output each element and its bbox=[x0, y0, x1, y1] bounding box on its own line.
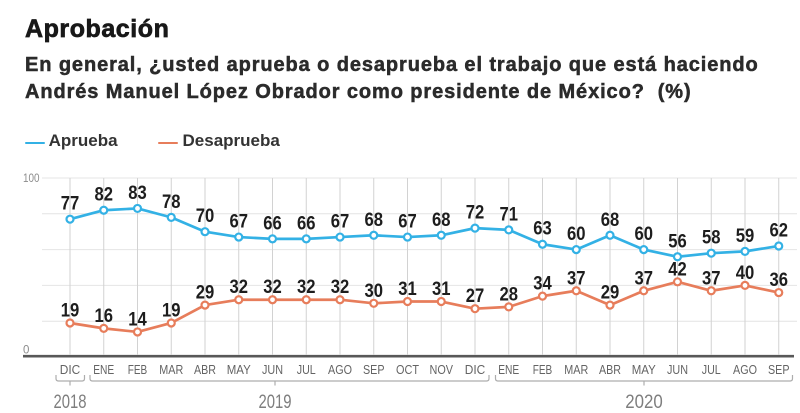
svg-text:67: 67 bbox=[230, 212, 249, 233]
svg-text:31: 31 bbox=[432, 279, 451, 300]
svg-text:31: 31 bbox=[398, 279, 417, 300]
svg-text:ENE: ENE bbox=[93, 362, 114, 377]
svg-text:100: 100 bbox=[23, 173, 40, 185]
svg-text:ABR: ABR bbox=[194, 362, 216, 377]
svg-text:16: 16 bbox=[95, 306, 114, 327]
svg-text:30: 30 bbox=[365, 281, 384, 302]
svg-text:77: 77 bbox=[61, 194, 80, 215]
svg-text:67: 67 bbox=[398, 212, 417, 233]
svg-text:40: 40 bbox=[736, 263, 755, 284]
svg-text:29: 29 bbox=[196, 283, 215, 304]
svg-text:66: 66 bbox=[297, 213, 316, 234]
svg-text:68: 68 bbox=[601, 210, 620, 231]
svg-text:SEP: SEP bbox=[363, 362, 385, 377]
svg-text:68: 68 bbox=[365, 210, 384, 231]
svg-text:63: 63 bbox=[533, 219, 552, 240]
svg-text:AGO: AGO bbox=[328, 362, 352, 377]
svg-text:19: 19 bbox=[162, 301, 181, 322]
svg-text:ABR: ABR bbox=[599, 362, 621, 377]
svg-text:32: 32 bbox=[297, 277, 316, 298]
svg-text:32: 32 bbox=[331, 277, 350, 298]
svg-text:67: 67 bbox=[331, 212, 350, 233]
svg-text:2019: 2019 bbox=[259, 391, 292, 413]
svg-text:83: 83 bbox=[128, 183, 147, 204]
svg-text:36: 36 bbox=[770, 270, 789, 291]
svg-text:72: 72 bbox=[466, 203, 485, 224]
svg-text:14: 14 bbox=[128, 309, 147, 330]
svg-text:82: 82 bbox=[95, 185, 114, 206]
svg-text:68: 68 bbox=[432, 210, 451, 231]
svg-text:60: 60 bbox=[567, 224, 586, 245]
svg-text:ENE: ENE bbox=[498, 362, 519, 377]
svg-text:58: 58 bbox=[702, 228, 721, 249]
svg-text:37: 37 bbox=[567, 268, 586, 289]
svg-text:27: 27 bbox=[466, 286, 485, 307]
svg-text:JUL: JUL bbox=[297, 362, 316, 377]
svg-text:71: 71 bbox=[500, 204, 519, 225]
svg-text:JUL: JUL bbox=[702, 362, 721, 377]
svg-text:2020: 2020 bbox=[625, 391, 663, 413]
svg-text:19: 19 bbox=[61, 301, 80, 322]
svg-text:SEP: SEP bbox=[768, 362, 790, 377]
svg-text:AGO: AGO bbox=[733, 362, 757, 377]
svg-text:JUN: JUN bbox=[667, 362, 688, 377]
svg-text:37: 37 bbox=[635, 268, 654, 289]
svg-text:MAY: MAY bbox=[632, 362, 656, 377]
svg-text:32: 32 bbox=[230, 277, 249, 298]
svg-text:32: 32 bbox=[263, 277, 282, 298]
svg-text:MAR: MAR bbox=[564, 362, 588, 377]
svg-text:78: 78 bbox=[162, 192, 181, 213]
svg-text:59: 59 bbox=[736, 226, 755, 247]
svg-text:37: 37 bbox=[702, 268, 721, 289]
svg-text:OCT: OCT bbox=[396, 362, 419, 377]
svg-text:62: 62 bbox=[770, 221, 789, 242]
svg-text:28: 28 bbox=[500, 284, 519, 305]
svg-text:FEB: FEB bbox=[533, 362, 553, 377]
svg-text:29: 29 bbox=[601, 283, 620, 304]
svg-text:70: 70 bbox=[196, 206, 215, 227]
svg-text:JUN: JUN bbox=[262, 362, 283, 377]
svg-text:56: 56 bbox=[668, 231, 687, 252]
svg-text:60: 60 bbox=[635, 224, 654, 245]
svg-text:42: 42 bbox=[668, 259, 687, 280]
svg-text:MAR: MAR bbox=[159, 362, 183, 377]
svg-text:DIC: DIC bbox=[465, 362, 486, 377]
svg-text:34: 34 bbox=[533, 274, 552, 295]
svg-text:66: 66 bbox=[263, 213, 282, 234]
svg-text:DIC: DIC bbox=[60, 362, 81, 377]
svg-text:NOV: NOV bbox=[430, 362, 454, 377]
svg-text:FEB: FEB bbox=[128, 362, 148, 377]
svg-text:0: 0 bbox=[23, 344, 29, 356]
svg-text:MAY: MAY bbox=[227, 362, 251, 377]
svg-text:2018: 2018 bbox=[54, 391, 87, 413]
